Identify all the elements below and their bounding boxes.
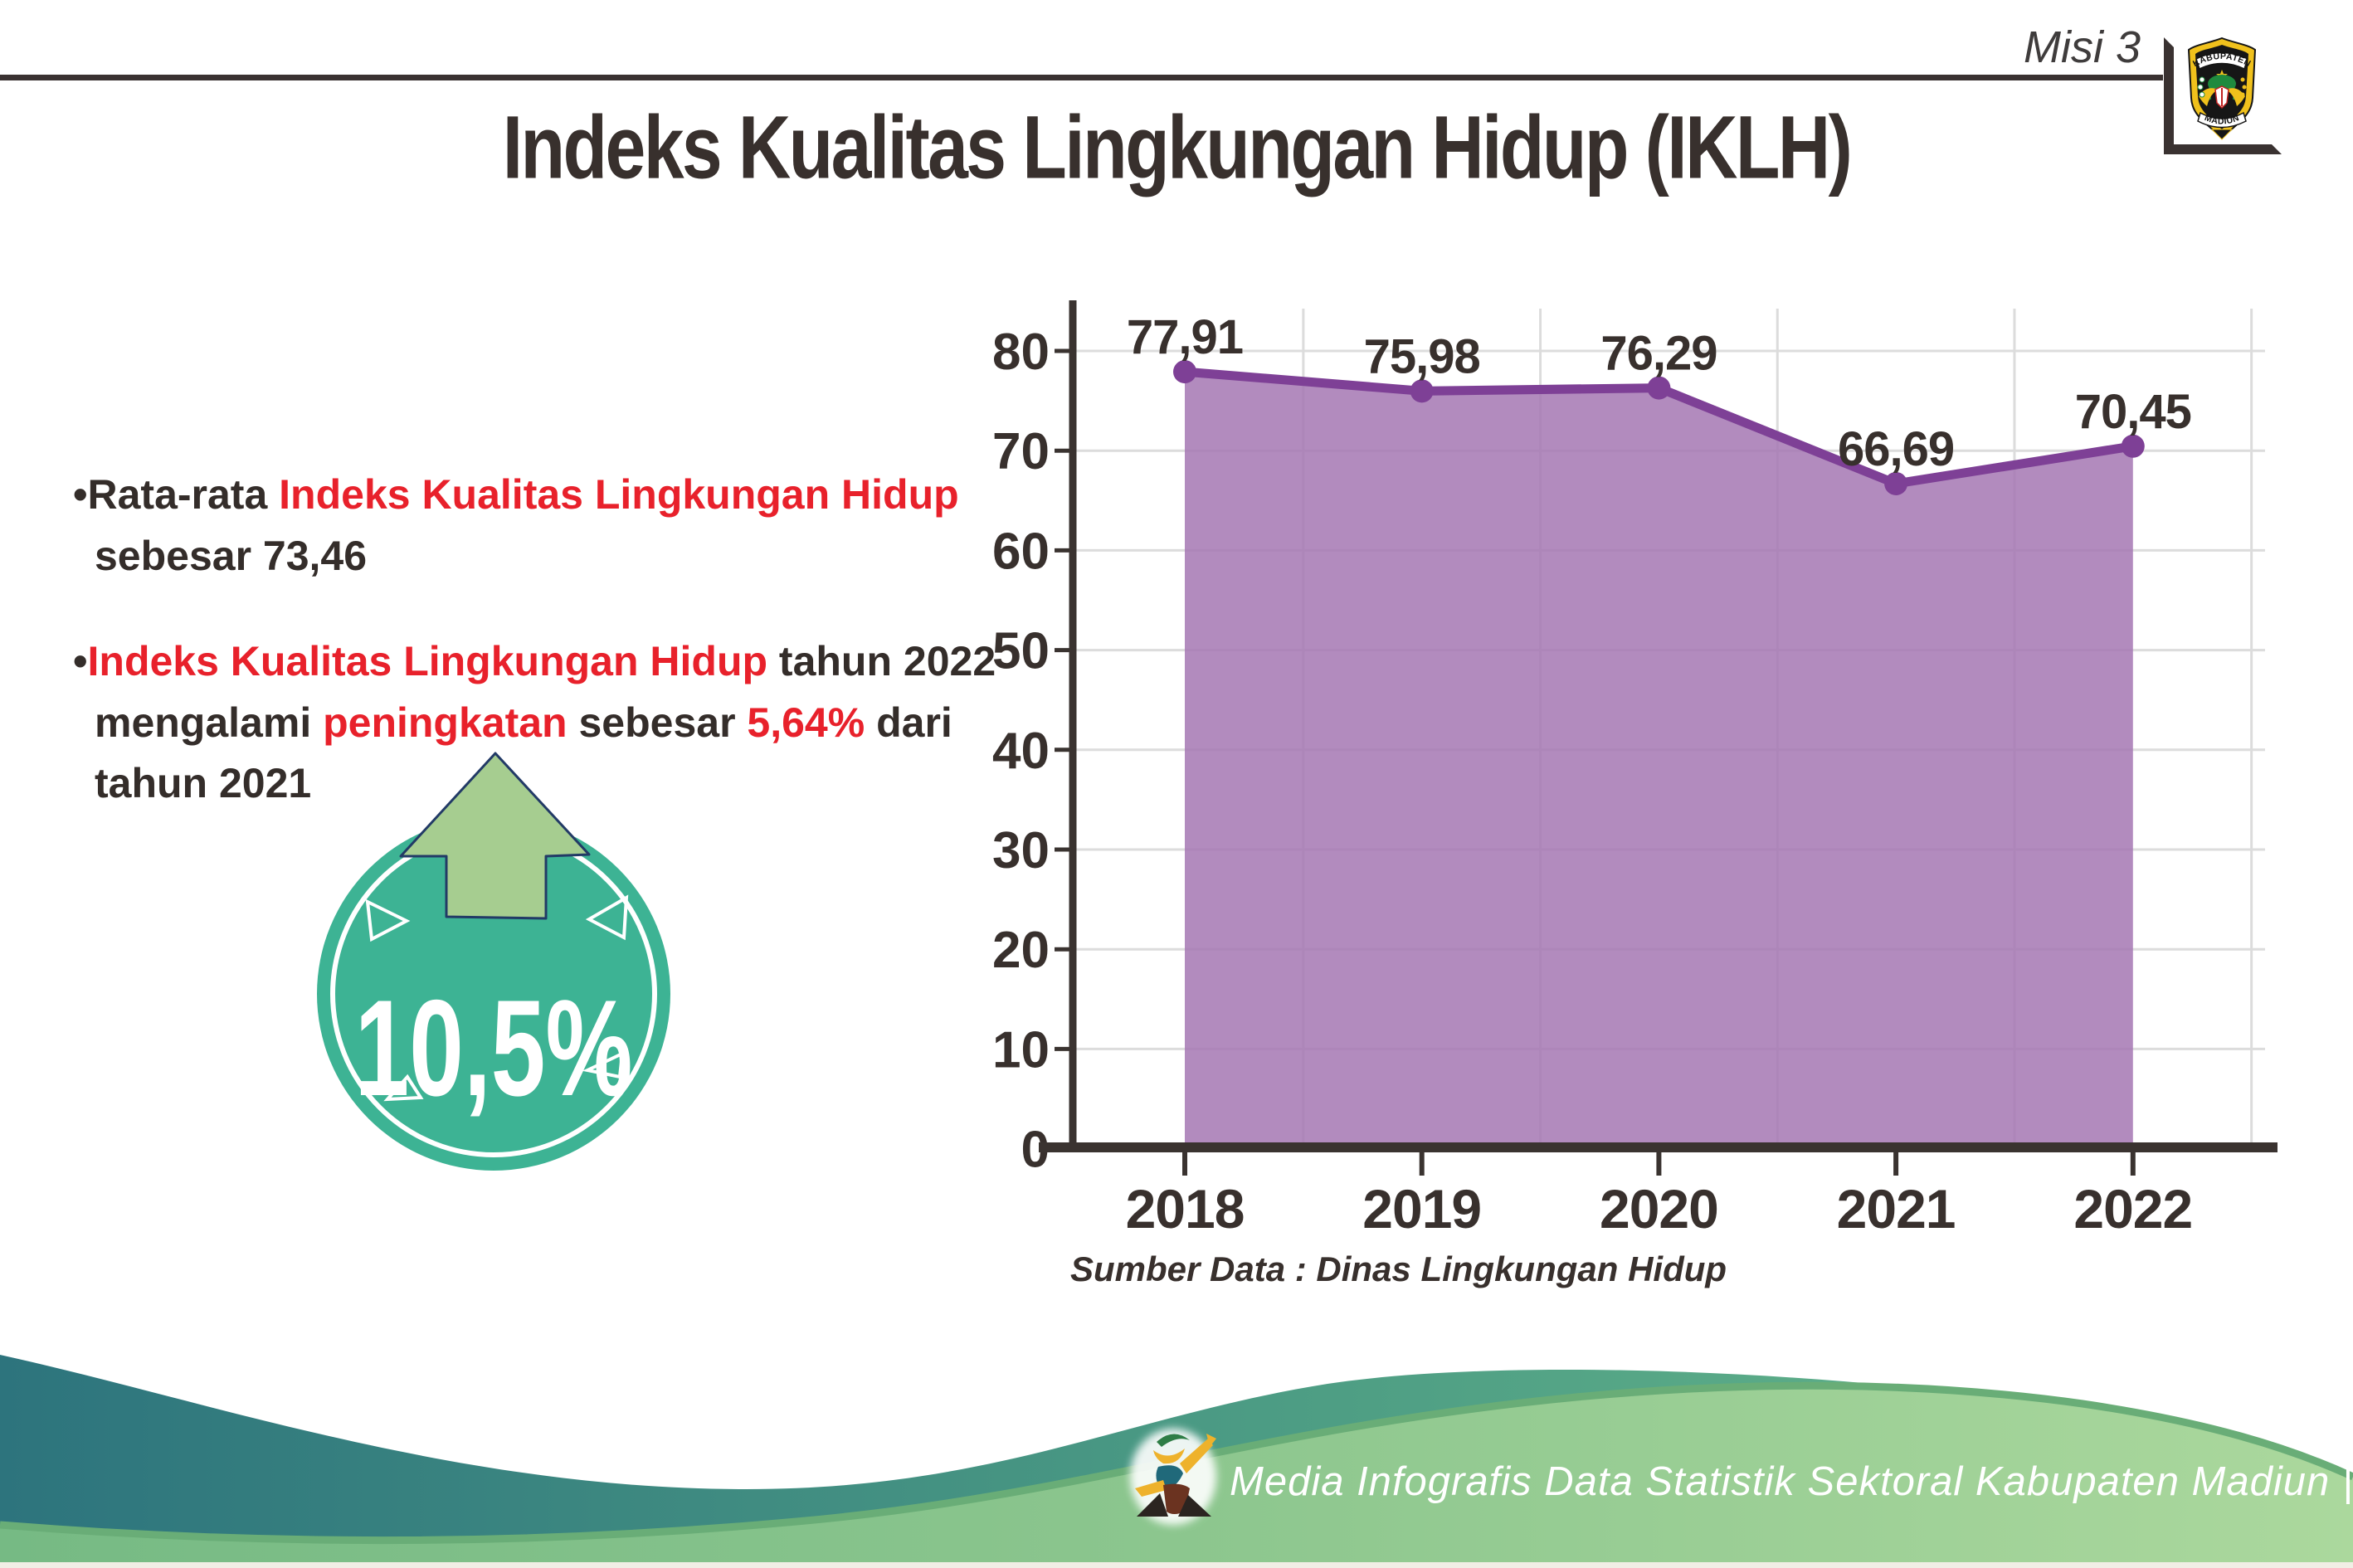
bullet2-text3: sebesar xyxy=(567,699,748,746)
value-label: 70,45 xyxy=(2075,385,2191,439)
bullet2-highlight3: 5,64% xyxy=(747,699,865,746)
bullet-icon: • xyxy=(73,638,88,684)
data-point xyxy=(1884,471,1908,495)
badge-circle xyxy=(317,817,670,1171)
bullet2-highlight2: peningkatan xyxy=(323,699,568,746)
y-tick-label: 80 xyxy=(992,324,1050,381)
header-rule xyxy=(0,75,2163,80)
y-tick-label: 50 xyxy=(992,623,1050,680)
logo-bottom-ribbon-text: MADIUN xyxy=(2203,113,2241,127)
badge-triangle-icon xyxy=(585,894,629,941)
x-tick-label: 2022 xyxy=(2073,1178,2192,1239)
data-point xyxy=(1647,376,1671,400)
y-tick-label: 40 xyxy=(992,723,1050,780)
bullet2-text1: tahun 2022 xyxy=(767,638,996,684)
kabupaten-madiun-logo: KABUPATEN MADIUN xyxy=(2187,37,2257,140)
y-tick-label: 60 xyxy=(992,523,1050,580)
mascot-left-leg xyxy=(1137,1493,1168,1517)
bullet1-highlight: Indeks Kualitas Lingkungan Hidup xyxy=(279,471,959,518)
slide-bottom-edge xyxy=(0,1562,2353,1568)
iklh-area-chart: 77,91 75,98 76,2966,6970,45010203040506070… xyxy=(992,300,2277,1288)
bullet-iklh-increase: •Indeks Kualitas Lingkungan Hidup tahun … xyxy=(73,631,1011,815)
bullet-icon: • xyxy=(73,471,88,518)
badge-triangle-icon xyxy=(383,1074,424,1102)
logo-cotton-icon xyxy=(2199,76,2205,83)
bullet2-text4: dari xyxy=(865,699,952,746)
badge-triangle-icon xyxy=(365,898,411,942)
badge-percentage-value: 10,5% xyxy=(355,971,633,1124)
x-tick-label: 2020 xyxy=(1600,1178,1718,1239)
chart-source-note: Sumber Data : Dinas Lingkungan Hidup xyxy=(1070,1249,1727,1288)
logo-cotton-icon xyxy=(2199,91,2205,98)
y-tick-label: 30 xyxy=(992,822,1050,879)
footer-wave-edge xyxy=(0,1381,2353,1545)
y-tick-label: 70 xyxy=(992,423,1050,480)
logo-tail xyxy=(2210,129,2234,140)
bullet1-line2: sebesar 73,46 xyxy=(95,532,368,579)
x-tick-label: 2019 xyxy=(1362,1178,1481,1239)
mascot-left-arm xyxy=(1135,1480,1167,1497)
logo-wheat-icon xyxy=(2240,92,2245,97)
bullet2-text2: mengalami xyxy=(95,699,324,746)
x-tick-label: 2018 xyxy=(1126,1178,1245,1239)
value-label: 77,91 xyxy=(1127,310,1243,364)
bullet2-highlight1: Indeks Kualitas Lingkungan Hidup xyxy=(87,638,768,684)
bullet1-text: Rata-rata xyxy=(87,471,280,518)
increase-badge: 10,5% xyxy=(317,752,670,1171)
logo-corner-frame xyxy=(2164,37,2282,154)
footer-credit-text: Media Infografis Data Statistik Sektoral… xyxy=(1230,1459,2353,1504)
data-point xyxy=(2121,434,2145,458)
x-tick-label: 2021 xyxy=(1837,1178,1956,1239)
mascot-hat xyxy=(1157,1434,1190,1447)
footer-wave-banner xyxy=(0,1355,2353,1568)
value-label: 75,98 xyxy=(1364,329,1480,383)
logo-wheat-icon xyxy=(2240,77,2245,82)
logo-bottom-ribbon xyxy=(2197,111,2247,129)
logo-tree-icon xyxy=(2208,75,2236,93)
mascot-head xyxy=(1153,1449,1185,1464)
mascot-raised-arm xyxy=(1180,1439,1213,1473)
mascot-right-leg xyxy=(1178,1495,1211,1517)
logo-wheat-icon xyxy=(2242,85,2247,90)
y-tick-label: 20 xyxy=(992,922,1050,979)
frame-vertical-bar xyxy=(2164,37,2174,154)
mission-label: Misi 3 xyxy=(2023,22,2141,72)
key-findings-list: •Rata-rata Indeks Kualitas Lingkungan Hi… xyxy=(73,465,1011,859)
area-fill xyxy=(1185,372,2133,1147)
data-point xyxy=(1173,360,1196,384)
frame-horizontal-bar xyxy=(2164,144,2282,154)
data-point xyxy=(1410,379,1434,403)
value-label: 76,29 xyxy=(1600,327,1717,381)
bullet-average-iklh: •Rata-rata Indeks Kualitas Lingkungan Hi… xyxy=(73,465,1011,587)
y-tick-label: 10 xyxy=(992,1021,1050,1079)
bullet2-line3: tahun 2021 xyxy=(95,760,312,806)
up-arrow-icon xyxy=(399,752,591,920)
value-label: 66,69 xyxy=(1838,422,1954,476)
logo-right-wing-icon xyxy=(2225,88,2245,106)
dancer-mascot-icon xyxy=(1130,1429,1216,1525)
mascot-hand xyxy=(1206,1434,1216,1447)
logo-top-ribbon xyxy=(2195,51,2248,71)
page-title: Indeks Kualitas Lingkungan Hidup (IKLH) xyxy=(502,97,1853,197)
logo-cotton-icon xyxy=(2197,84,2204,90)
badge-triangle-icon xyxy=(582,1050,625,1079)
